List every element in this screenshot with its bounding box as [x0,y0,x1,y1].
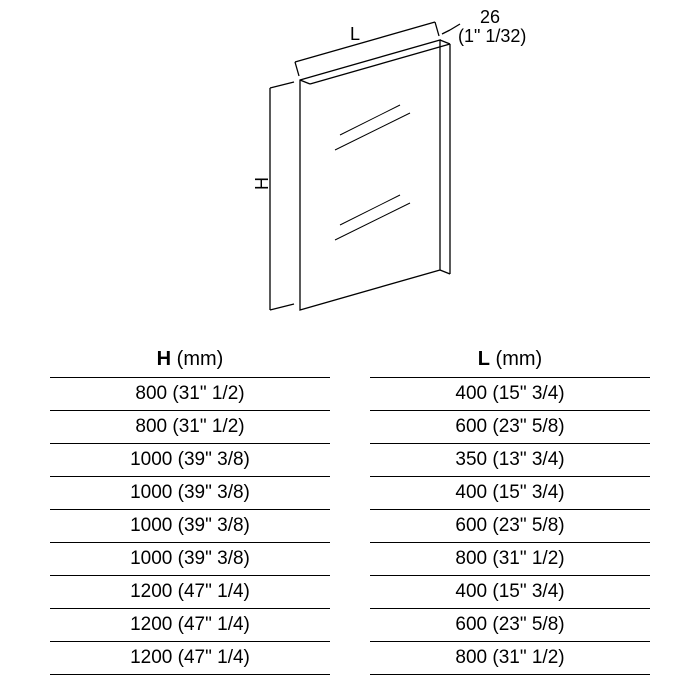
table-row: 400 (15" 3/4) [370,476,650,509]
table-row: 600 (23" 5/8) [370,410,650,443]
table-row: 400 (15" 3/4) [370,377,650,410]
table-row: 1200 (47" 1/4) [50,641,330,675]
thickness-label: 26 (1" 1/32) [458,8,526,46]
tables-area: H (mm) 800 (31" 1/2) 800 (31" 1/2) 1000 … [0,348,700,675]
table-row: 400 (15" 3/4) [370,575,650,608]
table-H: H (mm) 800 (31" 1/2) 800 (31" 1/2) 1000 … [50,348,330,675]
table-H-header-unit: (mm) [171,348,223,370]
table-L-header-sym: L [478,348,490,370]
table-H-header: H (mm) [50,348,330,377]
spec-sheet: L H 26 (1" 1/32) H (mm) 800 (31" 1/2) 80… [0,0,700,700]
label-L: L [350,24,360,45]
thickness-imperial: (1" 1/32) [458,27,526,46]
table-row: 1000 (39" 3/8) [50,542,330,575]
table-row: 350 (13" 3/4) [370,443,650,476]
label-H: H [252,177,273,190]
table-row: 800 (31" 1/2) [370,641,650,675]
table-L: L (mm) 400 (15" 3/4) 600 (23" 5/8) 350 (… [370,348,650,675]
table-row: 800 (31" 1/2) [50,377,330,410]
table-row: 600 (23" 5/8) [370,608,650,641]
table-row: 1200 (47" 1/4) [50,575,330,608]
table-row: 1000 (39" 3/8) [50,443,330,476]
diagram-area: L H 26 (1" 1/32) [0,0,700,340]
table-row: 1200 (47" 1/4) [50,608,330,641]
table-row: 1000 (39" 3/8) [50,509,330,542]
table-L-header: L (mm) [370,348,650,377]
table-row: 1000 (39" 3/8) [50,476,330,509]
mirror-diagram-svg [0,0,700,340]
table-row: 600 (23" 5/8) [370,509,650,542]
table-row: 800 (31" 1/2) [370,542,650,575]
table-L-header-unit: (mm) [490,348,542,370]
table-row: 800 (31" 1/2) [50,410,330,443]
table-H-header-sym: H [157,348,171,370]
thickness-mm: 26 [458,8,526,27]
